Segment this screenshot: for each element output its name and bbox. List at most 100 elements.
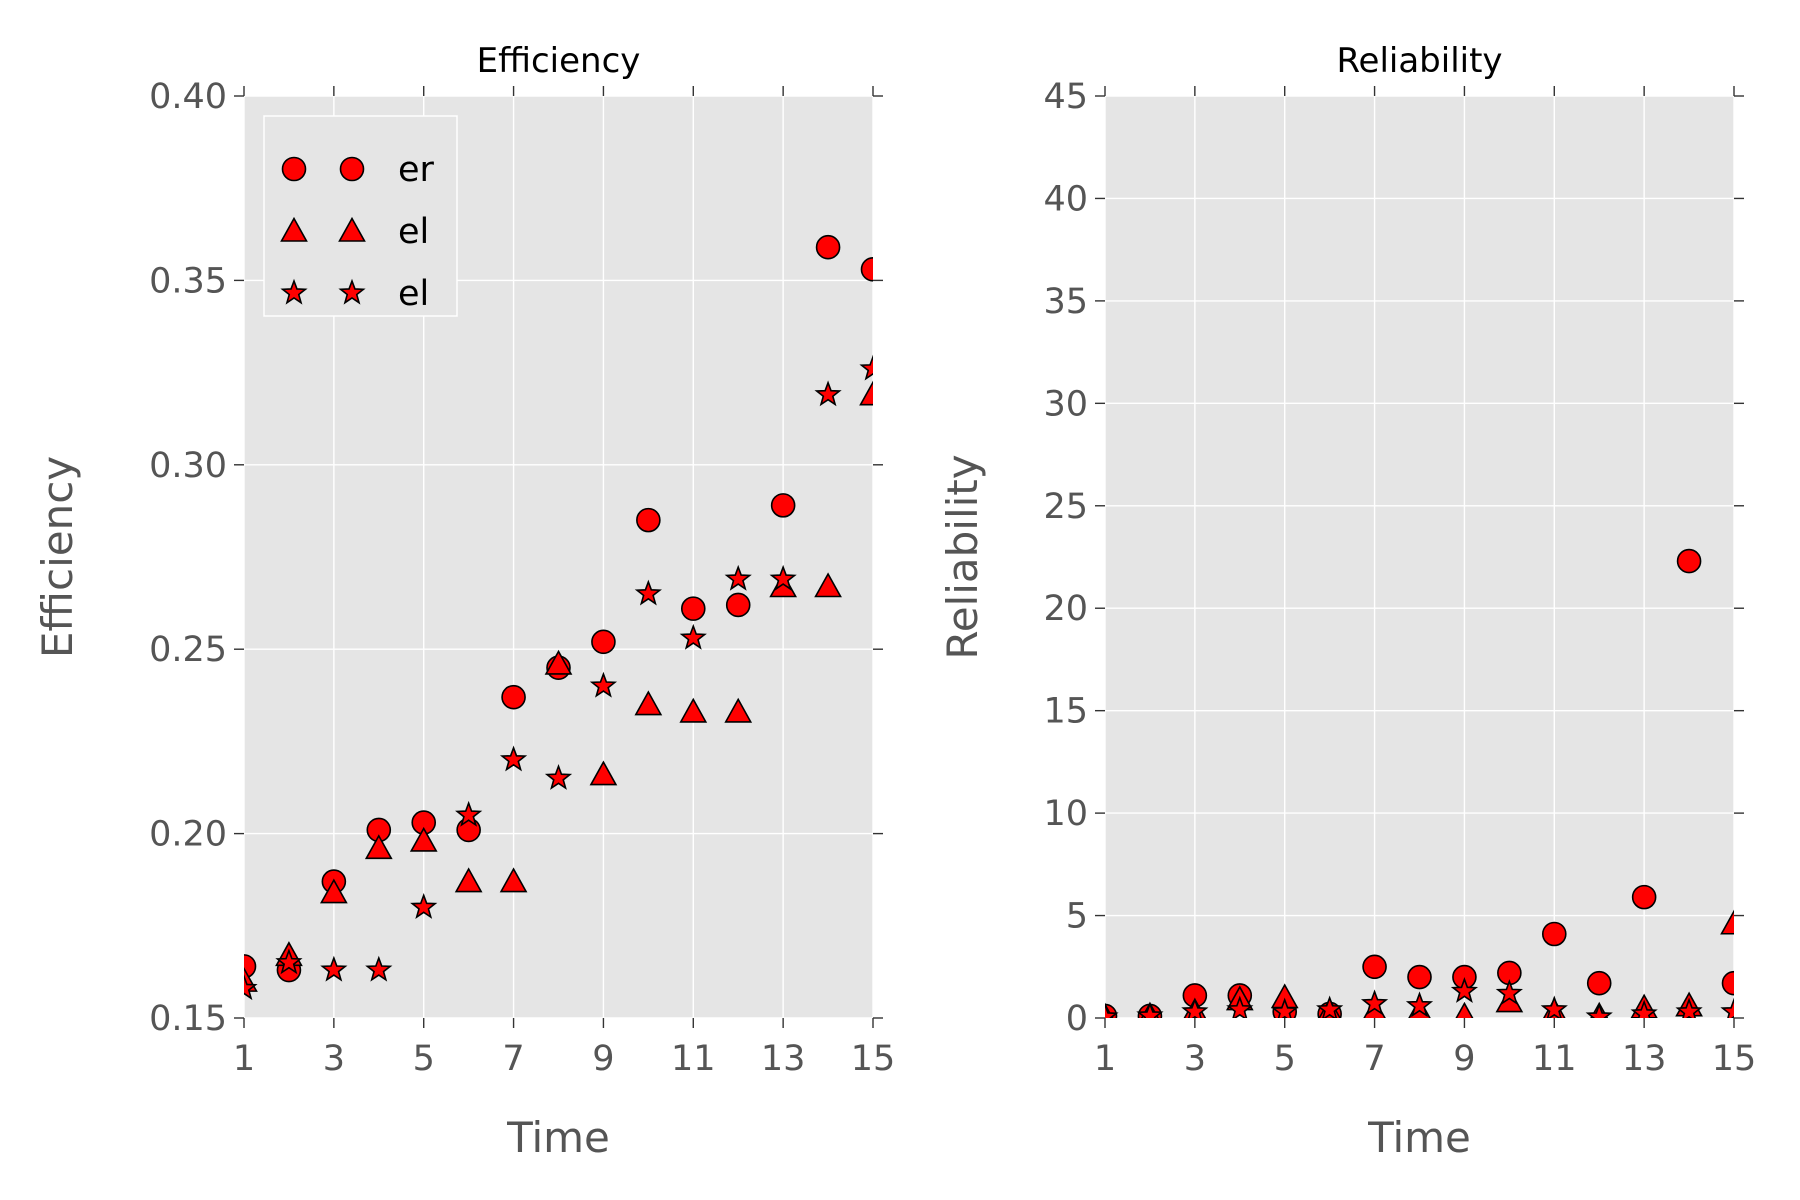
data-point-circle xyxy=(591,629,616,655)
plot-background xyxy=(1105,96,1734,1018)
data-point-star xyxy=(410,893,438,919)
data-point-circle xyxy=(244,954,257,979)
data-point-circle xyxy=(725,592,751,618)
legend-marker-triangle xyxy=(338,216,366,242)
x-tick-label: 11 xyxy=(1532,1039,1577,1079)
data-point-star xyxy=(1630,999,1658,1018)
data-point-triangle xyxy=(409,826,438,852)
data-point-circle xyxy=(1541,921,1567,947)
legend-marker-circle xyxy=(281,156,307,182)
data-point-star xyxy=(1540,995,1568,1018)
y-tick-label: 20 xyxy=(1043,589,1088,629)
data-point-circle xyxy=(501,684,526,710)
y-tick-label: 5 xyxy=(1066,897,1088,937)
data-point-circle xyxy=(456,817,481,843)
data-point-star xyxy=(1316,995,1344,1018)
data-point-star xyxy=(634,579,662,606)
legend-marker-star xyxy=(280,278,308,305)
data-points xyxy=(1105,548,1734,1018)
y-tick-label: 45 xyxy=(1043,77,1088,117)
data-point-star xyxy=(544,763,573,790)
data-point-star xyxy=(1181,997,1209,1018)
legend-marker-triangle xyxy=(280,216,308,242)
data-point-star xyxy=(724,564,752,591)
x-tick-label: 11 xyxy=(671,1039,716,1079)
data-point-circle xyxy=(1407,964,1432,990)
legend-label: er xyxy=(398,150,435,190)
x-tick-label: 15 xyxy=(1712,1039,1757,1079)
data-point-circle xyxy=(815,234,841,260)
x-tick-label: 3 xyxy=(323,1039,345,1079)
legend-box xyxy=(263,115,458,317)
data-point-star xyxy=(1675,997,1703,1018)
efficiency-chart: 1 3 5 7 9 11 13 150.150.200.250.300.350.40Effic… xyxy=(33,41,895,1162)
x-axis-label: Time xyxy=(1367,1113,1471,1162)
data-point-triangle xyxy=(454,867,483,893)
y-tick-label: 0 xyxy=(1066,999,1088,1039)
legend-entry: el xyxy=(280,274,429,314)
data-point-triangle xyxy=(364,834,393,860)
y-tick-label: 0.15 xyxy=(149,999,227,1039)
x-tick-label: 1 xyxy=(233,1039,255,1079)
data-point-star xyxy=(1405,991,1434,1018)
y-tick-label: 15 xyxy=(1043,692,1088,732)
legend-entry: el xyxy=(280,212,429,252)
legend-marker-circle xyxy=(339,156,365,182)
data-point-star xyxy=(1105,1002,1119,1018)
data-point-triangle xyxy=(1720,909,1734,935)
y-tick-label: 10 xyxy=(1043,794,1088,834)
data-point-circle xyxy=(1362,954,1387,980)
data-point-star xyxy=(365,955,393,982)
x-tick-label: 15 xyxy=(851,1039,896,1079)
data-point-triangle xyxy=(499,867,528,893)
data-point-star xyxy=(320,955,348,982)
data-point-star xyxy=(1450,977,1479,1003)
data-point-star xyxy=(1271,997,1299,1018)
data-point-triangle xyxy=(634,690,663,716)
data-point-triangle xyxy=(814,572,842,598)
data-point-star xyxy=(814,380,842,407)
y-tick-label: 0.25 xyxy=(149,630,227,670)
data-point-circle xyxy=(770,493,796,518)
y-tick-label: 30 xyxy=(1043,384,1088,424)
data-point-triangle xyxy=(679,697,708,723)
x-tick-label: 3 xyxy=(1184,1039,1206,1079)
data-point-star xyxy=(455,800,483,827)
y-tick-label: 40 xyxy=(1043,179,1088,219)
y-tick-label: 0.30 xyxy=(149,446,227,486)
data-point-circle xyxy=(1586,970,1612,996)
data-point-star xyxy=(499,745,528,772)
data-point-circle xyxy=(1676,548,1702,574)
data-point-star xyxy=(244,974,258,1001)
legend-marker-star xyxy=(338,278,366,305)
data-point-circle xyxy=(680,596,706,621)
data-point-star xyxy=(1226,995,1254,1018)
data-point-star xyxy=(1495,979,1523,1005)
y-axis-label: Efficiency xyxy=(33,456,82,658)
legend: er el el xyxy=(263,115,458,317)
y-tick-label: 0.40 xyxy=(149,77,227,117)
y-tick-label: 25 xyxy=(1043,487,1088,527)
x-tick-label: 13 xyxy=(761,1039,806,1079)
data-point-star xyxy=(1720,997,1734,1018)
x-tick-label: 7 xyxy=(1363,1039,1385,1079)
chart-title: Efficiency xyxy=(477,41,641,81)
x-tick-label: 7 xyxy=(502,1039,524,1079)
data-point-triangle xyxy=(859,380,873,406)
y-tick-label: 0.35 xyxy=(149,261,227,301)
data-point-triangle xyxy=(544,649,573,675)
data-point-triangle xyxy=(589,760,618,786)
data-point-star xyxy=(589,671,618,698)
data-point-star xyxy=(679,623,707,650)
data-point-star xyxy=(1585,1002,1613,1018)
data-point-circle xyxy=(860,257,873,282)
y-tick-label: 0.20 xyxy=(149,815,227,855)
data-point-circle xyxy=(1721,970,1734,996)
legend-entry: er xyxy=(281,150,435,190)
x-tick-label: 5 xyxy=(413,1039,435,1079)
y-axis-label: Reliability xyxy=(938,454,987,659)
data-point-star xyxy=(859,354,873,381)
x-tick-label: 9 xyxy=(1453,1039,1475,1079)
data-point-triangle xyxy=(319,878,348,904)
